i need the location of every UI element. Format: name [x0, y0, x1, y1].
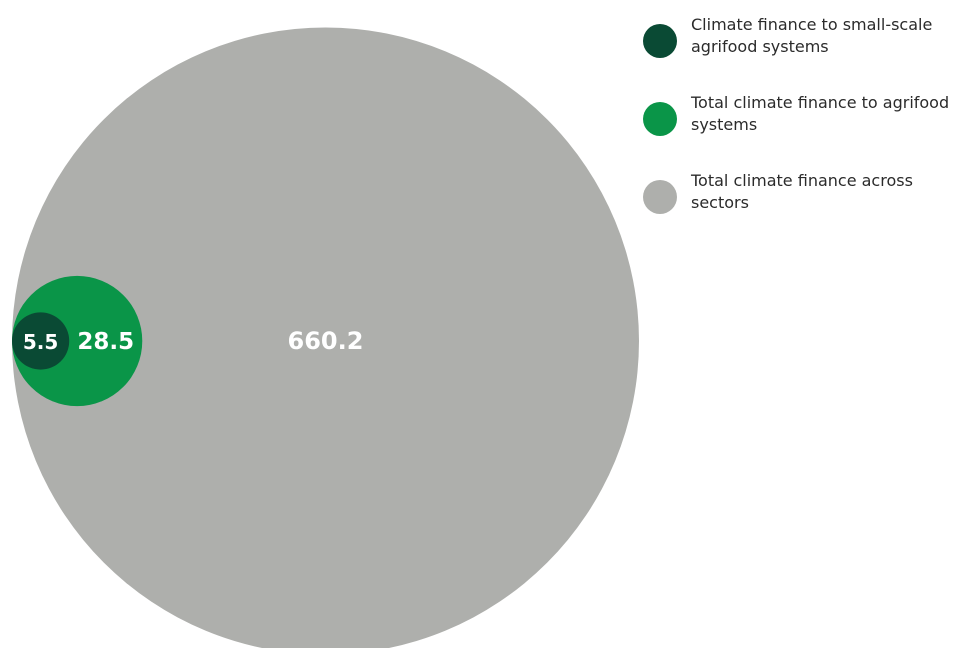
legend-swatch-small-scale — [643, 24, 677, 58]
legend-label-small-scale: Climate finance to small-scale agrifood … — [691, 15, 933, 56]
legend-item-agrifood: Total climate finance to agrifood system… — [643, 92, 963, 170]
bubble-labels-group: 660.2 28.5 5.5 — [23, 327, 364, 355]
legend-swatch-all-sectors — [643, 180, 677, 214]
legend-label-all-sectors: Total climate finance across sectors — [691, 171, 913, 212]
bubble-label-all-sectors: 660.2 — [288, 327, 364, 355]
legend-item-small-scale: Climate finance to small-scale agrifood … — [643, 14, 963, 92]
legend-label-agrifood: Total climate finance to agrifood system… — [691, 93, 950, 134]
bubble-label-agrifood: 28.5 — [77, 329, 134, 355]
legend-swatch-agrifood — [643, 102, 677, 136]
legend: Climate finance to small-scale agrifood … — [643, 14, 963, 248]
bubble-small-scale — [12, 312, 70, 370]
bubbles-group — [12, 27, 639, 648]
legend-item-all-sectors: Total climate finance across sectors — [643, 170, 963, 248]
bubble-all-sectors — [12, 27, 639, 648]
bubble-agrifood — [12, 275, 143, 407]
bubble-label-small-scale: 5.5 — [23, 330, 58, 354]
